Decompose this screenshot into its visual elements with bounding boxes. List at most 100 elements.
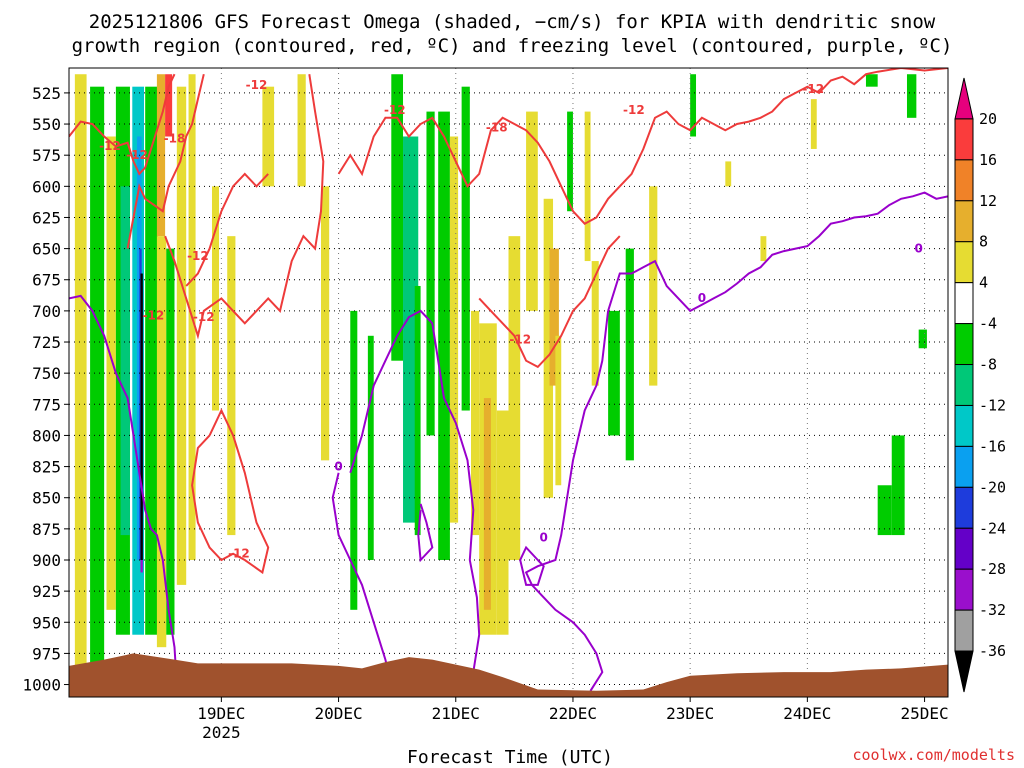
dgz-contour-label: -12 <box>99 139 121 153</box>
omega-shade-cell <box>227 236 236 536</box>
x-axis-label: Forecast Time (UTC) <box>407 747 613 768</box>
colorbar-swatch <box>954 241 974 284</box>
credit-text: coolwx.com/modelts <box>852 746 1015 764</box>
colorbar-swatch <box>954 323 974 366</box>
colorbar-label: 8 <box>979 233 988 251</box>
dgz-contour-line <box>164 74 325 340</box>
y-tick-label: 650 <box>32 240 61 259</box>
x-tick-label: 25DEC <box>900 704 948 723</box>
dgz-contour-line <box>185 172 269 287</box>
omega-shade-cell <box>438 111 450 560</box>
colorbar-label: -8 <box>979 356 997 374</box>
y-tick-label: 725 <box>32 333 61 352</box>
colorbar-swatch <box>954 609 974 652</box>
omega-shade-cell <box>690 74 697 137</box>
colorbar-swatch <box>954 200 974 243</box>
dgz-contour-label: -18 <box>164 132 186 146</box>
dgz-contour-label: -12 <box>187 249 209 263</box>
omega-shade-cell <box>483 398 491 610</box>
colorbar-label: -4 <box>979 315 997 333</box>
dgz-contour-label: -12 <box>228 546 250 560</box>
plot-content: -12 -18 -12 -12 -12 -12 -12 -12 -12 -18 -12 -12 -12 0… <box>69 68 948 697</box>
colorbar-swatch <box>954 527 974 570</box>
omega-shade-cell <box>591 261 599 386</box>
colorbar-label: -32 <box>979 601 1006 619</box>
omega-shade-cell <box>526 111 538 311</box>
omega-shade-cell <box>549 248 559 386</box>
omega-shade-cell <box>496 410 509 635</box>
dgz-contour-label: -18 <box>486 121 508 135</box>
freezing-level-line <box>331 472 393 685</box>
dgz-contour-label: -12 <box>193 310 215 324</box>
freezing-level-line <box>607 191 948 313</box>
x-tick-label: 22DEC <box>549 704 597 723</box>
omega-shade-cell <box>176 86 187 585</box>
colorbar-swatch <box>954 404 974 447</box>
omega-shade-cell <box>555 335 562 486</box>
omega-shade-cell <box>211 186 220 411</box>
y-tick-label: 625 <box>32 208 61 227</box>
colorbar-label: -12 <box>979 396 1006 414</box>
y-tick-label: 675 <box>32 271 61 290</box>
freezing-level-line <box>519 545 545 586</box>
omega-shade-cell <box>918 329 927 349</box>
colorbar: 20 16 12 8 4 -4 -8 -12 -16 -20 -24 -28 -32 -36 <box>954 77 1006 693</box>
y-tick-label: 750 <box>32 364 61 383</box>
omega-shade-cell <box>414 285 421 536</box>
omega-shade-cell <box>584 111 591 262</box>
y-tick-label: 850 <box>32 489 61 508</box>
y-tick-label: 900 <box>32 551 61 570</box>
omega-shade-cell <box>367 335 374 560</box>
omega-shade-cell <box>906 74 917 118</box>
dgz-contour-label: -12 <box>246 78 268 92</box>
omega-shade-cell <box>403 136 419 523</box>
omega-shade-cell <box>140 273 143 560</box>
omega-shade-cell <box>165 74 173 137</box>
colorbar-swatch <box>954 282 974 325</box>
colorbar-label: 20 <box>979 110 997 128</box>
colorbar-label: -24 <box>979 519 1006 537</box>
omega-shade-cell <box>865 74 878 87</box>
colorbar-label: 16 <box>979 151 997 169</box>
omega-shade-cell <box>877 485 892 536</box>
freezing-level-line <box>69 294 178 685</box>
omega-shade-cell <box>391 74 404 361</box>
omega-shade-cell <box>625 248 634 461</box>
dgz-contour-line <box>478 235 621 369</box>
y-tick-label: 825 <box>32 458 61 477</box>
y-tick-label: 550 <box>32 115 61 134</box>
freezing-contour-label: 0 <box>334 459 342 473</box>
x-tick-label: 24DEC <box>783 704 831 723</box>
dgz-contour-label: -12 <box>126 148 148 162</box>
omega-shade-cell <box>470 310 480 536</box>
y-tick-label: 875 <box>32 520 61 539</box>
omega-shade-cell <box>156 74 166 237</box>
plot-area: -12 -18 -12 -12 -12 -12 -12 -12 -12 -18 -12 -12 -12 0… <box>68 67 949 698</box>
freezing-level-line <box>349 309 481 673</box>
omega-shade-cell <box>810 99 817 149</box>
omega-shade-cell <box>760 236 767 262</box>
colorbar-label: 12 <box>979 192 997 210</box>
omega-shade-cell <box>145 86 159 635</box>
colorbar-arrow-top <box>954 77 974 120</box>
freezing-contour-label: 0 <box>698 291 706 305</box>
dgz-contour-label: -12 <box>143 309 165 323</box>
omega-shade-cell <box>320 186 330 461</box>
omega-shade-cell <box>891 435 905 536</box>
dgz-contour-label: -12 <box>802 82 824 96</box>
omega-shade-cell <box>426 111 435 436</box>
freezing-contour-label: 0 <box>915 241 923 255</box>
y-tick-label: 1000 <box>22 676 61 695</box>
y-tick-label: 600 <box>32 177 61 196</box>
y-tick-label: 775 <box>32 395 61 414</box>
freezing-level-line <box>524 310 610 692</box>
dgz-contour-label: -12 <box>384 103 406 117</box>
omega-shade-cell <box>74 74 87 673</box>
dgz-contour-line <box>191 408 270 575</box>
omega-shade-cell <box>449 136 459 523</box>
omega-shade-cell <box>297 74 306 187</box>
y-tick-label: 700 <box>32 302 61 321</box>
x-tick-label: 23DEC <box>666 704 714 723</box>
